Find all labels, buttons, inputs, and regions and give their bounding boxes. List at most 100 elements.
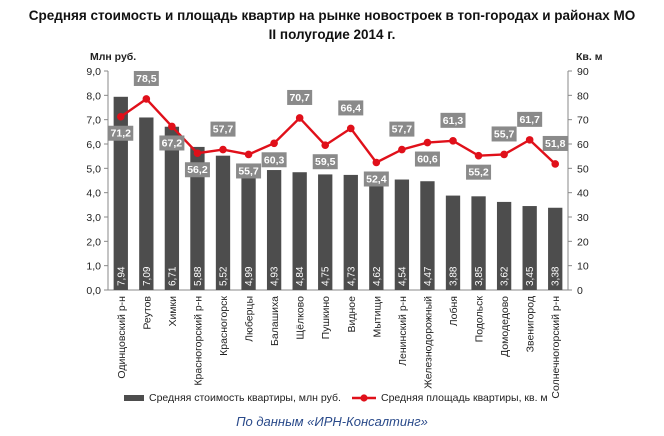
y2-tick-label: 80 [577,90,589,102]
line-value-label: 55,7 [238,165,259,177]
line-label-box [236,163,262,179]
line-value-label: 67,2 [162,137,183,149]
line-point [398,145,406,154]
legend-line-marker [360,394,368,402]
line-label-box [414,151,440,167]
y-tick-label: 5,0 [86,163,101,175]
x-tick-label: Железнодорожный [422,296,434,389]
bar [292,172,307,290]
bar [548,207,563,290]
line-point [500,150,508,159]
bar-value-label: 4,54 [397,266,408,286]
line-series [120,97,557,165]
bar [369,177,384,290]
line-label-box [363,171,389,187]
line-value-label: 52,4 [366,173,387,185]
bar-value-label: 7,94 [116,266,127,286]
x-tick-label: Пушкино [320,296,332,339]
line-value-label: 55,2 [468,167,489,179]
line-point [449,137,457,145]
line-value-label: 56,2 [187,164,208,176]
chart-title: Средняя стоимость и площадь квартир на р… [0,6,664,44]
line-label-box [542,135,568,151]
line-value-label: 61,7 [519,114,540,126]
bar-value-label: 4,73 [346,266,357,286]
bar-value-label: 4,93 [270,266,281,286]
y-tick-label: 1,0 [86,261,101,273]
line-point [346,124,355,133]
line-value-label: 57,7 [213,124,234,136]
bar [471,196,486,290]
bar [343,174,358,290]
y-axis-title: Млн руб. [90,51,136,63]
x-tick-label: Красногорский р-н [192,296,204,386]
line-label-box [517,111,543,127]
line-label-box [440,112,466,128]
y-tick-label: 2,0 [86,236,101,248]
line-point [219,145,227,154]
y2-tick-label: 0 [577,285,583,297]
line-label-box [389,121,415,137]
bar [522,206,537,290]
line-point [295,114,304,122]
legend-bar-label: Средняя стоимость квартиры, млн руб. [149,392,341,404]
bar-value-label: 4,62 [372,266,383,286]
y2-axis-title: Кв. м [576,51,603,63]
line-label-box [338,100,364,116]
bar-value-label: 3,62 [500,266,511,286]
bar [139,117,154,290]
line-label-box [312,154,338,170]
bar [266,170,282,290]
line-value-label: 71,2 [111,128,132,140]
bar-value-label: 3,38 [551,266,562,286]
chart-title-line-1: Средняя стоимость и площадь квартир на р… [28,8,636,23]
bar-value-label: 3,88 [449,266,460,286]
y-tick-label: 6,0 [86,139,101,151]
line-point [193,149,202,158]
chart-title-line-2: II полугодие 2014 г. [268,27,396,42]
bar-value-label: 4,84 [295,266,306,286]
x-tick-label: Мытищи [371,296,383,338]
bar [496,201,512,290]
line-label-box [159,135,185,151]
bar-value-label: 5,52 [219,266,230,286]
y2-tick-label: 50 [577,163,589,175]
bar-value-label: 4,75 [321,266,332,286]
line-label-box [261,152,287,168]
y2-tick-label: 20 [577,236,589,248]
line-point [270,139,278,148]
bar-value-label: 7,09 [142,266,153,286]
x-tick-label: Видное [346,296,358,333]
line-point [423,138,432,147]
x-tick-label: Люберцы [244,296,256,342]
line-value-label: 51,8 [545,138,566,150]
x-tick-label: Солнечногорский р-н [550,296,562,399]
y-tick-label: 8,0 [86,90,101,102]
line-label-box [466,164,492,180]
line-value-label: 60,6 [417,154,438,166]
bar-value-label: 6,71 [167,266,178,286]
bar-value-label: 3,85 [474,266,485,286]
bar [420,181,435,290]
line-point [168,122,176,131]
x-tick-label: Красногорск [218,296,230,356]
x-tick-label: Домодедово [499,296,511,357]
y-tick-label: 9,0 [86,66,101,78]
line-label-box [184,162,210,178]
y2-tick-label: 70 [577,115,589,127]
y2-tick-label: 40 [577,188,589,200]
x-tick-label: Звенигород [525,296,537,352]
line-value-label: 55,7 [494,128,515,140]
y-tick-label: 4,0 [86,188,101,200]
line-label-box [133,70,159,86]
bar [113,96,128,290]
line-label-box [287,89,313,105]
x-tick-label: Ленинский р-н [397,296,409,366]
line-point [525,136,534,144]
line-point [372,158,381,167]
bar-value-label: 4,47 [423,266,434,286]
line-value-label: 57,7 [392,124,413,136]
bar-value-label: 4,99 [244,266,255,286]
bar [164,126,180,291]
bar [215,155,231,290]
